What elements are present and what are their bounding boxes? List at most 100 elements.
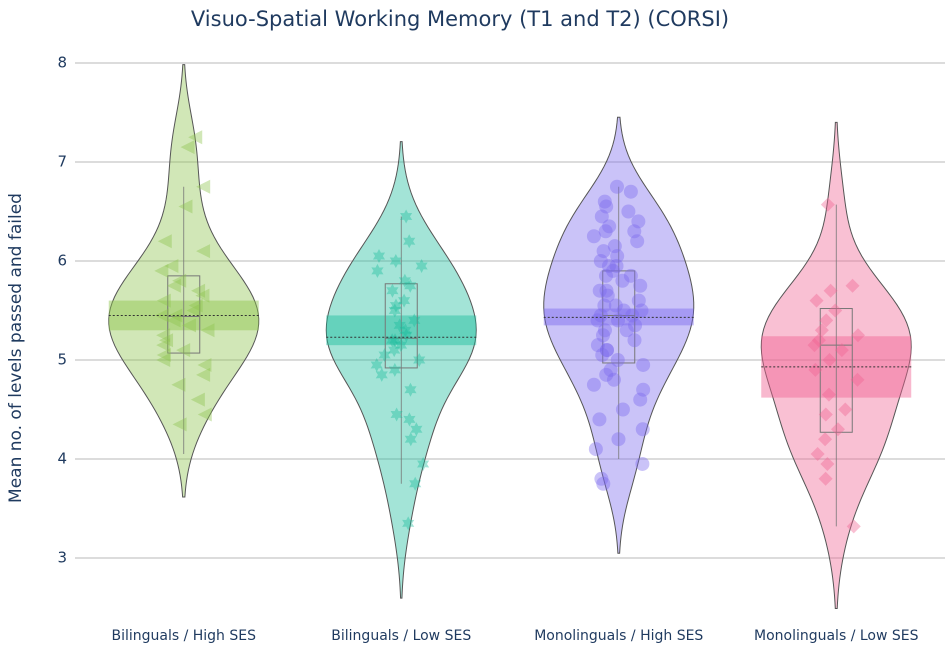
data-point (592, 412, 607, 427)
x-tick-label: Monolinguals / Low SES (754, 628, 919, 644)
data-point (156, 328, 171, 343)
data-point (834, 343, 849, 358)
data-point (818, 471, 833, 486)
data-point (156, 353, 171, 367)
data-point (375, 367, 388, 382)
data-point (819, 313, 834, 328)
data-point (156, 293, 171, 308)
data-point (197, 407, 212, 422)
data-point (599, 367, 614, 382)
data-point (596, 328, 611, 343)
data-point (200, 323, 215, 338)
data-point (393, 318, 406, 333)
data-point (157, 234, 172, 249)
data-point (154, 263, 169, 278)
data-point (808, 362, 823, 377)
data-point (176, 343, 191, 358)
data-point (828, 303, 843, 318)
data-point (621, 204, 636, 219)
violin-group (108, 64, 260, 498)
data-point (156, 348, 171, 363)
violin-group (760, 121, 912, 609)
y-tick-label: 3 (57, 549, 67, 567)
data-point (820, 197, 835, 212)
data-point (623, 184, 638, 199)
data-point (599, 199, 614, 214)
data-point (611, 432, 626, 447)
data-point (633, 392, 648, 407)
data-point (188, 298, 203, 313)
data-point (611, 313, 626, 328)
data-point (597, 194, 612, 209)
box (819, 308, 853, 433)
x-tick-label: Monolinguals / High SES (534, 628, 703, 644)
data-point (598, 224, 613, 239)
y-tick-label: 6 (57, 252, 67, 270)
data-point (610, 249, 625, 264)
data-point (586, 229, 601, 244)
data-point (389, 254, 402, 268)
data-point (623, 268, 638, 283)
data-point (845, 278, 860, 293)
data-point (635, 456, 650, 471)
data-point (188, 130, 203, 145)
data-point (178, 199, 193, 214)
data-point (599, 343, 614, 358)
data-point (609, 258, 624, 273)
y-tick-label: 5 (57, 351, 67, 369)
data-point (191, 283, 206, 298)
data-point (172, 417, 187, 432)
data-point (630, 234, 645, 249)
data-point (586, 377, 601, 392)
data-point (814, 323, 829, 338)
data-point (388, 333, 402, 348)
data-point (821, 387, 836, 402)
data-point (818, 407, 833, 422)
data-point (628, 318, 643, 333)
data-point (593, 308, 608, 323)
data-point (408, 313, 421, 328)
data-point (403, 412, 416, 427)
y-tick-label: 8 (57, 54, 67, 72)
data-point (172, 273, 187, 288)
data-point (590, 338, 605, 353)
data-point (171, 377, 186, 392)
data-point (404, 432, 417, 447)
data-point (603, 362, 618, 377)
data-point (850, 372, 865, 387)
data-point (635, 422, 650, 437)
data-point (370, 357, 383, 372)
data-point (590, 313, 605, 328)
data-point (596, 244, 611, 259)
box (167, 275, 201, 354)
data-point (371, 263, 384, 278)
data-point (197, 357, 212, 372)
data-point (627, 224, 642, 239)
data-point (196, 179, 211, 194)
data-point (608, 298, 623, 313)
data-point (615, 402, 630, 417)
data-point (402, 516, 415, 531)
chart-title: Visuo-Spatial Working Memory (T1 and T2)… (191, 7, 729, 31)
data-point (410, 422, 423, 437)
data-point (830, 422, 845, 437)
data-point (633, 278, 648, 293)
data-point (810, 447, 825, 462)
data-point (601, 258, 616, 273)
data-point (599, 343, 614, 358)
data-point (597, 323, 612, 338)
data-point (404, 382, 417, 397)
data-point (610, 353, 625, 367)
data-point (634, 303, 649, 318)
data-point (846, 519, 861, 534)
data-point (413, 353, 426, 367)
data-point (809, 293, 824, 308)
data-point (595, 348, 610, 363)
x-tick-label: Bilinguals / High SES (111, 628, 256, 644)
data-point (636, 382, 651, 397)
data-point (600, 288, 615, 303)
data-point (404, 278, 417, 293)
data-point (631, 214, 646, 229)
data-point (415, 258, 428, 273)
data-point (159, 333, 174, 348)
